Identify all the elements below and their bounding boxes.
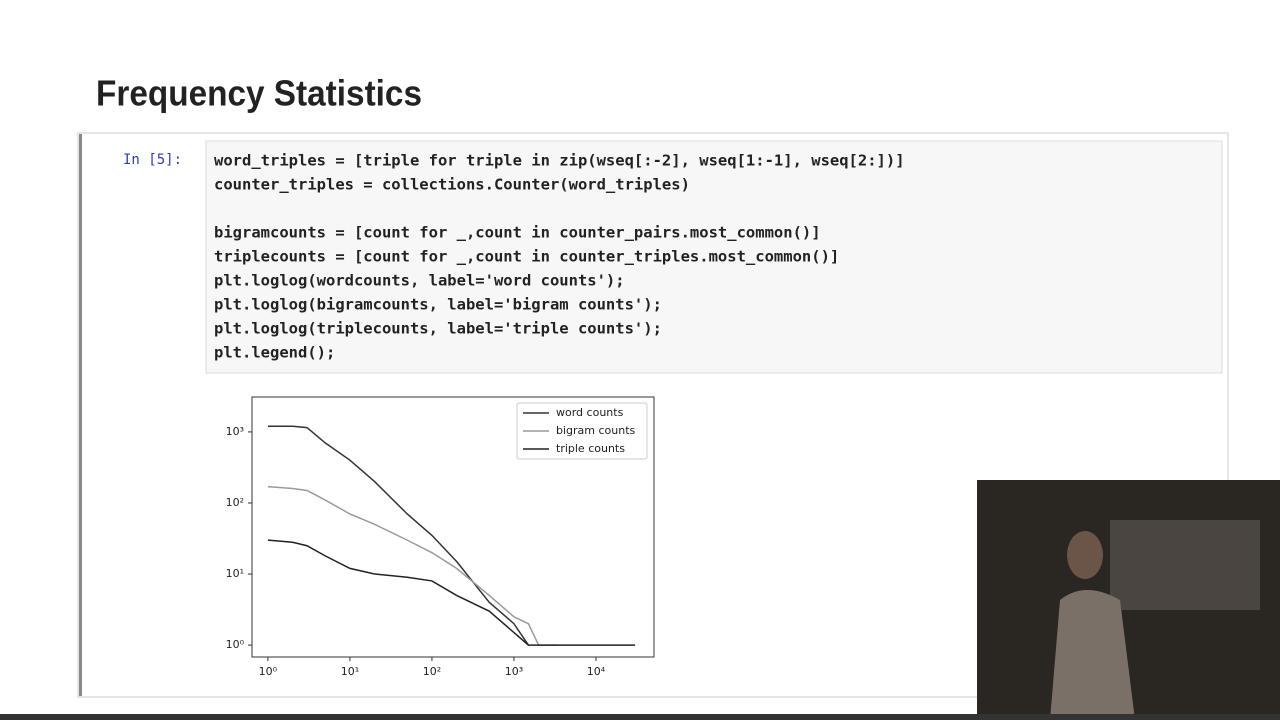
- slide-title: Frequency Statistics: [96, 73, 422, 114]
- presenter-head: [1067, 531, 1103, 579]
- code-line: plt.loglog(bigramcounts, label='bigram c…: [214, 296, 662, 314]
- series-line: [267, 485, 559, 646]
- cell-prompt: In [5]:: [123, 152, 182, 168]
- input-area[interactable]: [205, 140, 1223, 374]
- x-tick-label: 10⁴: [587, 665, 606, 678]
- code-line: bigramcounts = [count for _,count in cou…: [214, 224, 821, 242]
- code-line: triplecounts = [count for _,count in cou…: [214, 248, 839, 266]
- code: word_triples = [triple for triple in zip…: [214, 152, 905, 362]
- code-line: plt.loglog(triplecounts, label='triple c…: [214, 320, 662, 338]
- series-line: [267, 425, 530, 646]
- y-tick-label: 10¹: [226, 567, 244, 580]
- video-inset: [977, 480, 1280, 720]
- bottom-bar: [0, 714, 1280, 720]
- x-tick-label: 10⁰: [259, 665, 278, 678]
- series-line: [267, 539, 636, 646]
- x-tick-label: 10²: [423, 665, 441, 678]
- y-tick-label: 10³: [226, 425, 244, 438]
- code-line: plt.loglog(wordcounts, label='word count…: [214, 272, 625, 290]
- code-line: word_triples = [triple for triple in zip…: [214, 152, 905, 170]
- presenter-body: [1050, 590, 1135, 720]
- code-line: plt.legend();: [214, 344, 335, 362]
- legend-label: word counts: [556, 406, 624, 419]
- cell-marker: [79, 134, 82, 696]
- x-tick-label: 10¹: [341, 665, 359, 678]
- legend-box: [516, 402, 648, 460]
- x-tick-label: 10³: [505, 665, 523, 678]
- y-tick-label: 10⁰: [226, 638, 245, 651]
- legend-label: bigram counts: [556, 424, 636, 437]
- y-tick-label: 10²: [226, 496, 244, 509]
- chart: 10⁰ 10¹ 10² 10³ 10⁴ 10⁰ 10¹ 10² 10³ word counts bi…: [226, 402, 648, 678]
- code-line: counter_triples = collections.Counter(wo…: [214, 176, 690, 194]
- legend-label: triple counts: [556, 442, 625, 455]
- whiteboard: [1110, 520, 1260, 610]
